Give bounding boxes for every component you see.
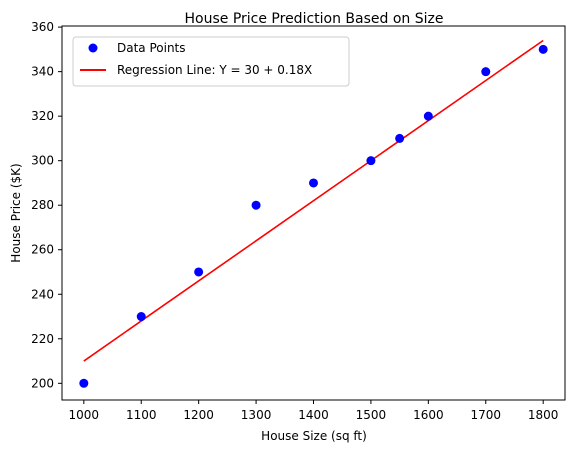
y-tick-label: 240: [31, 287, 54, 301]
x-tick-label: 1700: [470, 408, 501, 422]
y-tick-label: 360: [31, 20, 54, 34]
y-tick-label: 280: [31, 198, 54, 212]
legend: Data Points Regression Line: Y = 30 + 0.…: [72, 36, 350, 87]
y-axis-label: House Price ($K): [9, 163, 23, 262]
data-point: [481, 67, 491, 77]
x-tick-label: 1000: [69, 408, 100, 422]
y-tick-label: 300: [31, 154, 54, 168]
x-axis-label: House Size (sq ft): [261, 429, 367, 443]
x-tick-label: 1300: [241, 408, 272, 422]
data-point: [136, 312, 146, 322]
x-tick-label: 1200: [183, 408, 214, 422]
y-axis: 200 220 240 260 280 300 320 340 360: [31, 20, 62, 390]
data-point: [194, 267, 204, 277]
data-point: [538, 44, 548, 54]
y-tick-label: 200: [31, 376, 54, 390]
x-tick-label: 1500: [356, 408, 387, 422]
legend-box: [72, 36, 350, 87]
data-point: [251, 200, 261, 210]
y-tick-label: 220: [31, 332, 54, 346]
data-point: [79, 378, 89, 388]
plot-area: [79, 39, 548, 388]
x-tick-label: 1800: [528, 408, 559, 422]
y-tick-label: 320: [31, 109, 54, 123]
x-tick-label: 1400: [298, 408, 329, 422]
legend-data-points-marker: [88, 43, 98, 53]
legend-regression-line-label: Regression Line: Y = 30 + 0.18X: [117, 63, 312, 77]
y-tick-label: 340: [31, 65, 54, 79]
data-point: [395, 133, 405, 143]
data-point: [309, 178, 318, 188]
x-tick-label: 1600: [413, 408, 444, 422]
y-tick-label: 260: [31, 243, 54, 257]
x-axis: 1000 1100 1200 1300 1400 1500 1600 1700 1800: [69, 400, 559, 422]
data-point: [366, 156, 376, 166]
x-tick-label: 1100: [126, 408, 157, 422]
chart-title: House Price Prediction Based on Size: [185, 11, 444, 27]
data-point: [423, 111, 433, 121]
legend-data-points-label: Data Points: [117, 41, 186, 55]
regression-line: [83, 39, 544, 362]
